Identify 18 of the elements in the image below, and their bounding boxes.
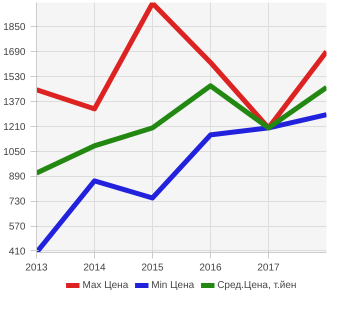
legend-label: Min Цена [151, 279, 194, 291]
legend-label: Сред.Цена, т.йен [217, 279, 296, 291]
x-tick-label: 2017 [257, 262, 280, 274]
y-tick-label: 1530 [3, 72, 26, 83]
y-tick-label: 410 [8, 246, 26, 258]
y-tick-label: 1370 [3, 96, 26, 108]
y-tick-label: 1850 [3, 22, 26, 34]
y-tick-label: 890 [8, 172, 26, 183]
x-tick-label: 2016 [199, 262, 222, 274]
y-tick-label: 1210 [3, 122, 26, 133]
y-tick-label: 1690 [3, 47, 26, 58]
y-tick-label: 1050 [3, 146, 26, 158]
y-tick-label: 730 [8, 196, 26, 208]
legend-label: Max Цена [82, 279, 128, 291]
y-tick-label: 570 [8, 222, 26, 233]
x-tick-label: 2015 [141, 262, 164, 274]
x-tick-label: 2013 [25, 262, 48, 274]
x-tick-label: 2014 [83, 262, 106, 274]
